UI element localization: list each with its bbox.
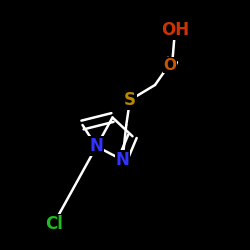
Text: N: N: [116, 151, 130, 169]
Text: S: S: [124, 91, 136, 109]
Text: O: O: [164, 58, 176, 72]
Text: OH: OH: [161, 21, 189, 39]
Text: N: N: [89, 137, 103, 155]
Text: Cl: Cl: [45, 215, 63, 233]
